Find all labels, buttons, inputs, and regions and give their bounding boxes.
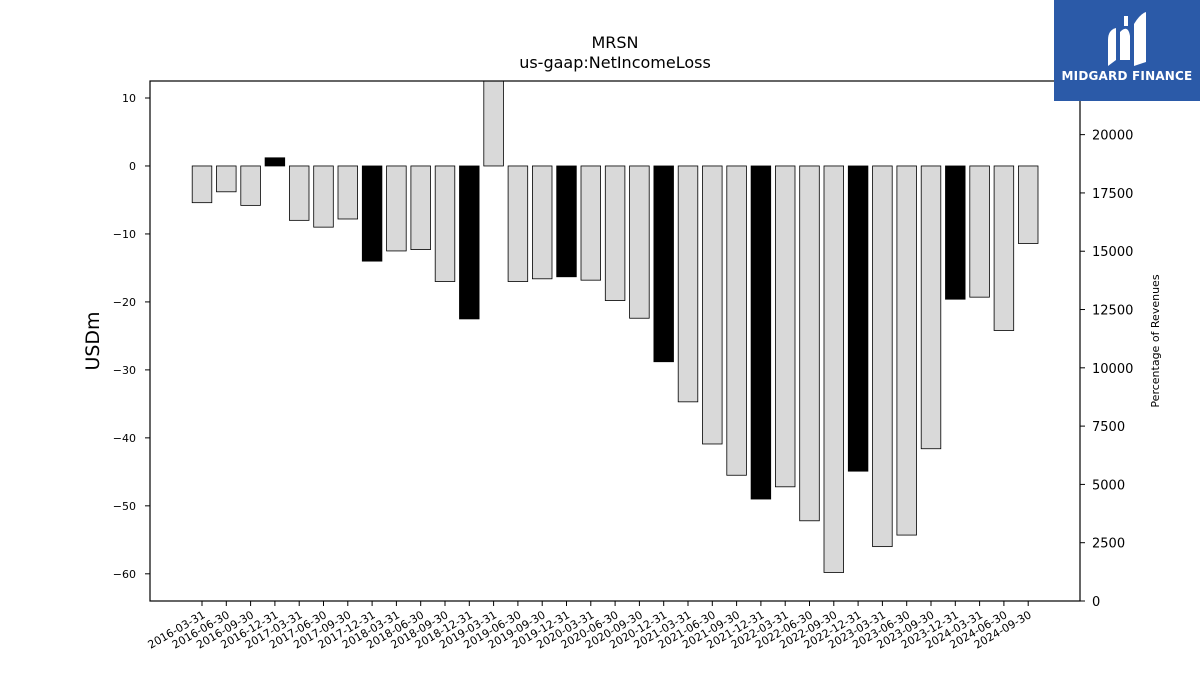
y-tick-label: −20 (113, 296, 136, 309)
y-tick-label: −10 (113, 228, 136, 241)
y2-tick-label: 0 (1092, 595, 1100, 610)
bar (920, 165, 942, 450)
y2-tick-label: 15000 (1092, 245, 1133, 260)
chart-title: MRSN (591, 33, 638, 52)
x-axis-ticks: 2016-03-312016-06-302016-09-302016-12-31… (146, 601, 1034, 652)
chart-subtitle: us-gaap:NetIncomeLoss (519, 53, 711, 72)
midgard-finance-logo: MIDGARD FINANCE (1054, 0, 1200, 101)
bar (483, 80, 504, 167)
bar (629, 165, 650, 319)
bar (604, 165, 626, 301)
y-axis-label: USDm (82, 311, 104, 370)
y-tick-label: −50 (113, 500, 136, 513)
y2-tick-label: 7500 (1092, 420, 1125, 435)
bar (847, 165, 869, 472)
bar (288, 165, 310, 221)
bar (264, 157, 286, 167)
y2-tick-label: 5000 (1092, 478, 1125, 493)
bar (702, 165, 723, 445)
bar (386, 165, 407, 252)
bars-group (191, 80, 1039, 573)
bar (799, 165, 820, 522)
bar (993, 165, 1015, 331)
logo-text: MIDGARD FINANCE (1061, 69, 1193, 83)
y-tick-label: 10 (122, 92, 136, 105)
bar (750, 165, 772, 500)
bar (507, 165, 529, 282)
y2-tick-label: 17500 (1092, 187, 1133, 202)
bar (532, 165, 553, 280)
bar (726, 165, 747, 476)
bar (313, 165, 334, 228)
y2-axis-ticks: 20000 17500 15000 12500 10000 7500 5000 2500 0 (1080, 129, 1133, 610)
y2-tick-label: 10000 (1092, 362, 1133, 377)
bar (677, 165, 699, 403)
bar (240, 165, 261, 206)
bar (556, 165, 577, 278)
bar (1018, 165, 1039, 244)
y-tick-label: −30 (113, 364, 136, 377)
y-tick-label: 0 (129, 160, 136, 173)
bar (459, 165, 480, 320)
bar (361, 165, 383, 262)
bar (969, 165, 990, 298)
bar (410, 165, 431, 250)
bar (872, 165, 893, 548)
bar (896, 165, 917, 536)
bar (337, 165, 359, 220)
y2-tick-label: 12500 (1092, 304, 1133, 319)
y-axis-ticks: 10 0 −10 −20 −30 −40 −50 −60 (113, 92, 150, 581)
y2-tick-label: 20000 (1092, 129, 1133, 144)
y-tick-label: −40 (113, 432, 136, 445)
bar (216, 165, 237, 193)
bar (945, 165, 966, 300)
bar (580, 165, 602, 281)
plot-frame (149, 80, 1081, 602)
bar (775, 165, 796, 488)
y2-tick-label: 2500 (1092, 537, 1125, 552)
bar (191, 165, 213, 204)
midgard-logo-icon (1108, 12, 1146, 66)
bar (434, 165, 456, 282)
bar (653, 165, 674, 363)
y-tick-label: −60 (113, 568, 136, 581)
bar (823, 165, 845, 573)
y2-axis-label: Percentage of Revenues (1149, 274, 1162, 407)
